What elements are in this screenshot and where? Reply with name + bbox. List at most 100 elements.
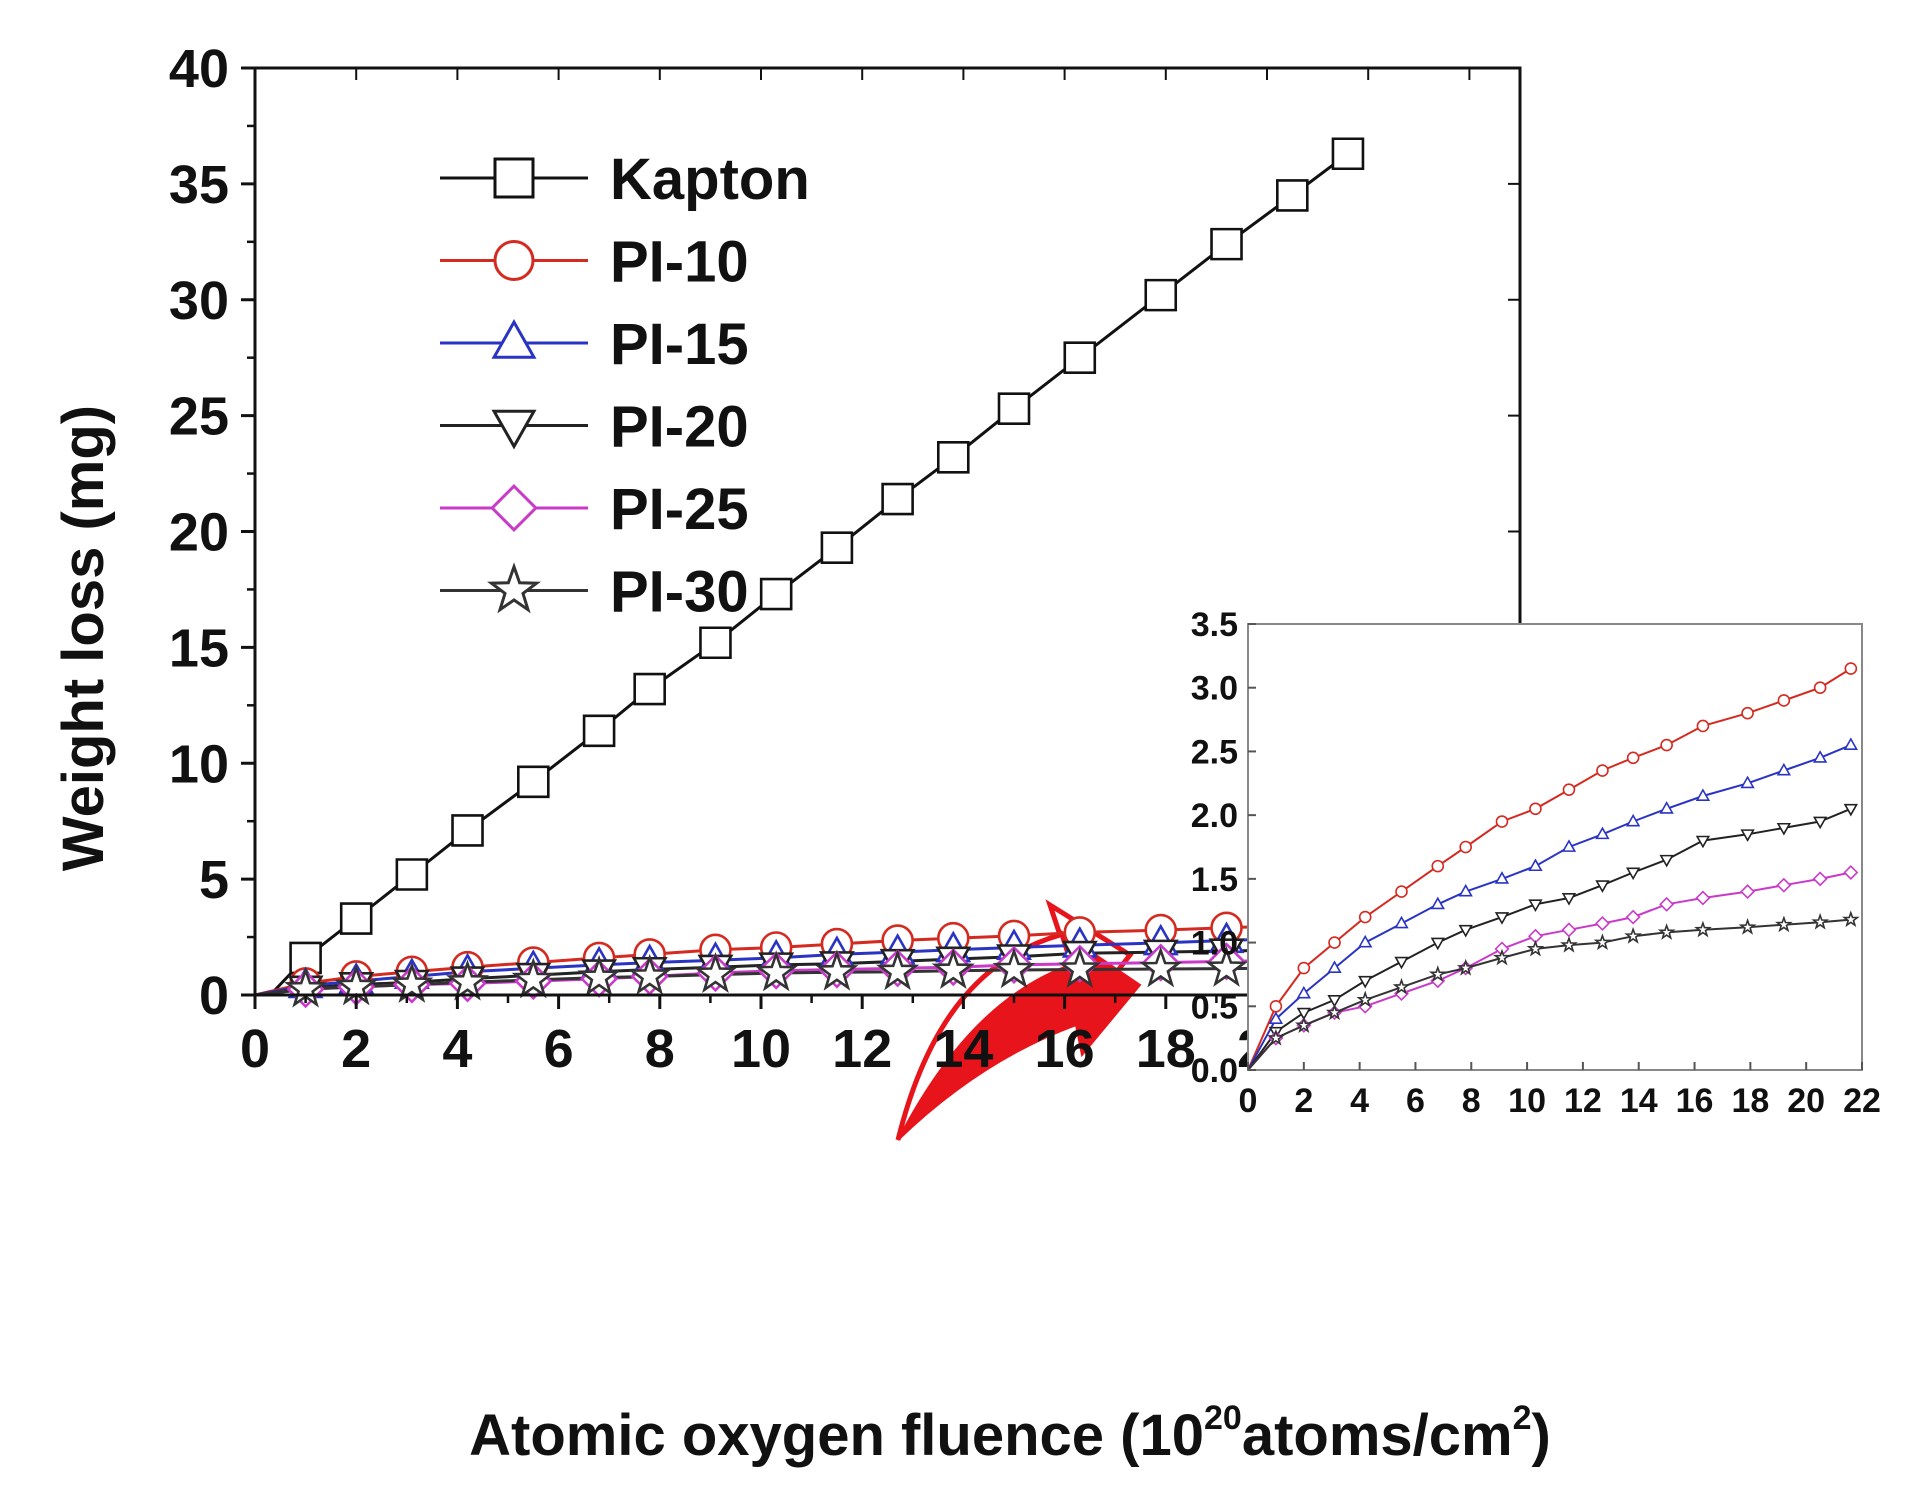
inset-x-tick-label: 8 (1462, 1082, 1481, 1120)
inset-data-point-pi-25 (1659, 896, 1675, 912)
data-point-kapton (395, 858, 429, 891)
data-point-kapton (1063, 341, 1097, 374)
inset-data-point-pi-15 (1394, 915, 1409, 929)
inset-data-point-pi-15 (1843, 737, 1858, 750)
inset-x-tick-label: 20 (1787, 1082, 1825, 1120)
inset-data-point-pi-10 (1844, 662, 1858, 675)
inset-data-point-pi-20 (1458, 924, 1473, 938)
inset-data-point-pi-30 (1593, 933, 1612, 951)
y-tick-label: 0 (199, 966, 229, 1026)
x-axis-title-sup2: 2 (1513, 1399, 1532, 1437)
inset-data-point-pi-10 (1358, 910, 1372, 924)
inset-data-point-pi-20 (1776, 822, 1792, 836)
legend-marker-kapton (493, 157, 535, 199)
data-point-kapton (997, 392, 1031, 425)
x-axis-title-part1: Atomic oxygen fluence (10 (469, 1403, 1204, 1468)
data-point-pi-30 (815, 949, 859, 991)
inset-x-tick-label: 10 (1508, 1082, 1546, 1120)
x-tick-label: 0 (240, 1019, 270, 1079)
inset-x-tick-label: 22 (1843, 1082, 1881, 1120)
inset-data-point-pi-10 (1297, 961, 1311, 975)
inset-data-point-pi-25 (1740, 884, 1756, 900)
inset-y-tick-label: 0.5 (1191, 988, 1238, 1026)
legend-marker-pi-10 (493, 240, 535, 281)
y-axis-title: Weight loss (mg) (51, 405, 116, 871)
inset-frame (1247, 623, 1863, 1071)
inset-data-point-pi-25 (1776, 877, 1792, 893)
data-point-pi-30 (1139, 946, 1183, 988)
inset-x-tick-label: 14 (1620, 1082, 1658, 1120)
legend-marker-pi-15 (491, 319, 537, 359)
zoom-arrow-upper (895, 899, 1134, 1141)
x-tick-label: 16 (1035, 1019, 1095, 1079)
legend-marker-pi-20 (491, 409, 537, 450)
data-point-kapton (1210, 227, 1243, 261)
inset-data-point-pi-30 (1694, 920, 1712, 938)
inset-data-point-pi-30 (1325, 1003, 1344, 1021)
y-tick-label: 20 (169, 503, 229, 563)
data-point-pi-30 (577, 954, 621, 997)
inset-data-point-pi-30 (1657, 923, 1676, 940)
inset-data-point-pi-20 (1659, 854, 1674, 868)
inset-data-point-pi-20 (1430, 937, 1445, 951)
y-tick-label: 35 (169, 155, 229, 215)
data-point-kapton (759, 577, 793, 611)
legend-marker-pi-30 (487, 562, 541, 614)
inset-data-point-pi-15 (1358, 934, 1373, 948)
x-tick-label: 12 (832, 1019, 892, 1079)
data-point-kapton (1331, 137, 1365, 171)
x-tick-label: 6 (544, 1019, 574, 1079)
inset-data-point-pi-10 (1596, 764, 1609, 777)
inset-data-point-pi-20 (1394, 956, 1409, 970)
inset-data-point-pi-25 (1625, 909, 1641, 925)
inset-data-point-pi-20 (1843, 803, 1858, 817)
data-point-kapton (339, 902, 373, 935)
legend-label-pi-25: PI-25 (610, 477, 749, 542)
legend-label-pi-15: PI-15 (610, 312, 749, 377)
inset-data-point-pi-10 (1696, 719, 1710, 733)
data-point-pi-30 (693, 951, 738, 994)
data-point-pi-30 (1204, 945, 1249, 987)
inset-data-point-pi-10 (1777, 694, 1791, 707)
inset-data-point-pi-10 (1269, 999, 1283, 1013)
inset-data-point-pi-10 (1459, 840, 1472, 854)
inset-data-point-pi-20 (1812, 816, 1828, 830)
inset-data-point-pi-15 (1812, 750, 1828, 763)
x-axis-title-part2: atoms/cm (1242, 1403, 1513, 1468)
inset-data-point-pi-30 (1356, 990, 1375, 1008)
inset-y-tick-label: 2.5 (1191, 733, 1238, 771)
inset-data-point-pi-30 (1560, 935, 1578, 953)
inset-data-point-pi-15 (1528, 858, 1543, 872)
inset-data-point-pi-20 (1528, 899, 1543, 913)
inset-data-point-pi-15 (1268, 1011, 1284, 1024)
inset-data-point-pi-15 (1494, 871, 1510, 884)
inset-x-tick-label: 0 (1239, 1082, 1258, 1120)
inset-data-point-pi-15 (1561, 839, 1577, 852)
inset-data-point-pi-30 (1392, 977, 1411, 995)
inset-data-point-pi-20 (1296, 1007, 1311, 1021)
inset-y-tick-label: 2.0 (1191, 797, 1238, 835)
data-point-kapton (699, 626, 732, 660)
inset-data-point-pi-15 (1458, 883, 1473, 897)
data-point-pi-30 (511, 957, 555, 999)
inset-data-point-pi-30 (1624, 926, 1643, 944)
y-tick-label: 10 (169, 734, 229, 794)
inset-data-point-pi-20 (1740, 829, 1755, 842)
x-tick-label: 2 (341, 1019, 371, 1079)
inset-x-tick-label: 6 (1406, 1082, 1425, 1120)
inset-data-point-pi-30 (1738, 917, 1757, 935)
inset-data-point-pi-30 (1842, 910, 1860, 928)
data-point-kapton (451, 814, 484, 847)
inset-data-point-pi-20 (1327, 994, 1342, 1008)
inset-data-point-pi-25 (1594, 916, 1610, 931)
inset-data-point-pi-15 (1776, 762, 1792, 776)
inset-data-point-pi-10 (1741, 706, 1754, 720)
inset-data-point-pi-30 (1267, 1028, 1285, 1046)
legend-marker-pi-25 (490, 484, 538, 532)
inset-data-point-pi-15 (1430, 896, 1445, 910)
inset-data-point-pi-15 (1740, 775, 1755, 789)
y-tick-label: 30 (169, 271, 229, 331)
y-tick-label: 25 (169, 387, 229, 447)
data-point-kapton (517, 765, 550, 799)
